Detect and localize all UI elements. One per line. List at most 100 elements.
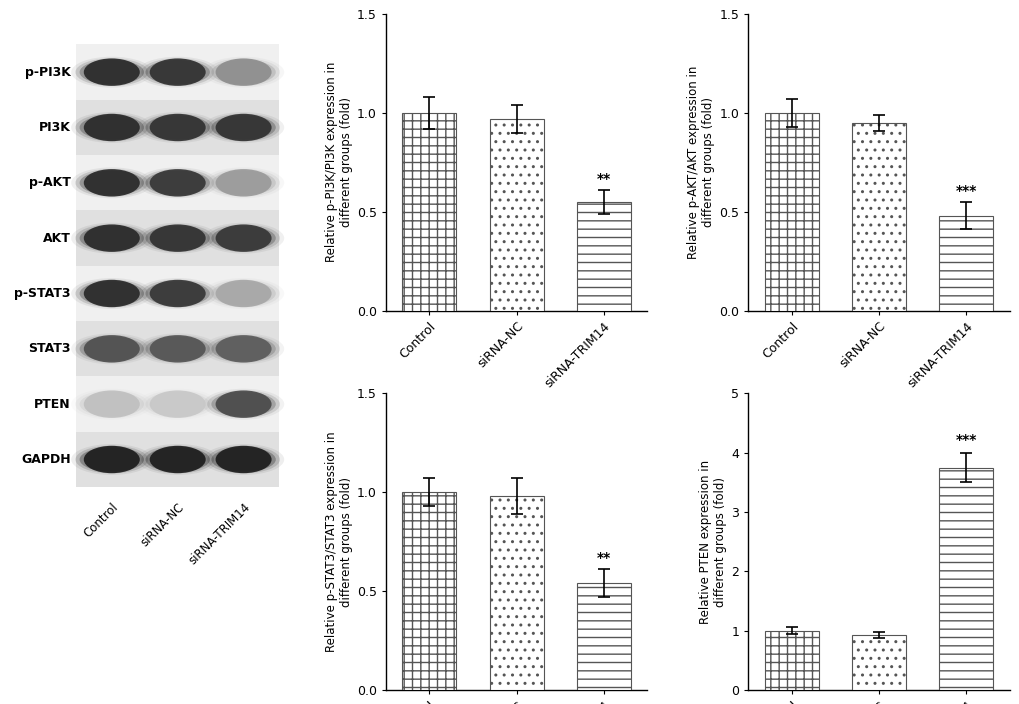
Ellipse shape: [211, 392, 275, 417]
Ellipse shape: [150, 169, 206, 196]
Ellipse shape: [142, 446, 214, 473]
Ellipse shape: [146, 170, 210, 195]
Text: STAT3: STAT3: [29, 342, 70, 356]
Text: **: **: [596, 551, 610, 565]
Text: siRNA-TRIM14: siRNA-TRIM14: [185, 501, 253, 567]
Text: PTEN: PTEN: [34, 398, 70, 410]
Ellipse shape: [203, 222, 284, 253]
Ellipse shape: [142, 169, 214, 196]
FancyBboxPatch shape: [76, 321, 279, 377]
Ellipse shape: [84, 335, 140, 363]
Text: AKT: AKT: [43, 232, 70, 245]
Ellipse shape: [142, 225, 214, 252]
Ellipse shape: [203, 112, 284, 143]
Ellipse shape: [146, 60, 210, 84]
Ellipse shape: [84, 114, 140, 142]
Ellipse shape: [150, 446, 206, 473]
Ellipse shape: [84, 58, 140, 86]
Ellipse shape: [79, 392, 144, 417]
FancyBboxPatch shape: [76, 155, 279, 210]
Ellipse shape: [79, 115, 144, 140]
Ellipse shape: [71, 444, 152, 475]
Ellipse shape: [142, 113, 214, 142]
Ellipse shape: [150, 114, 206, 142]
Ellipse shape: [137, 334, 218, 364]
Ellipse shape: [150, 225, 206, 252]
Ellipse shape: [207, 58, 280, 86]
Text: p-AKT: p-AKT: [29, 176, 70, 189]
Ellipse shape: [75, 225, 148, 252]
Ellipse shape: [71, 112, 152, 143]
Ellipse shape: [215, 225, 271, 252]
Text: ***: ***: [955, 433, 976, 447]
Ellipse shape: [207, 225, 280, 252]
Ellipse shape: [150, 279, 206, 307]
Y-axis label: Relative p-STAT3/STAT3 expression in
different groups (fold): Relative p-STAT3/STAT3 expression in dif…: [324, 432, 353, 652]
Ellipse shape: [215, 391, 271, 418]
Bar: [851, 122, 905, 310]
Ellipse shape: [142, 58, 214, 86]
Ellipse shape: [207, 446, 280, 473]
Ellipse shape: [137, 389, 218, 420]
Bar: [764, 631, 818, 690]
Ellipse shape: [71, 222, 152, 253]
Text: PI3K: PI3K: [39, 121, 70, 134]
Ellipse shape: [137, 168, 218, 199]
Ellipse shape: [146, 281, 210, 306]
Bar: [938, 467, 993, 690]
Ellipse shape: [84, 391, 140, 418]
Text: ***: ***: [955, 184, 976, 198]
Ellipse shape: [71, 389, 152, 420]
Ellipse shape: [207, 335, 280, 363]
Ellipse shape: [215, 335, 271, 363]
Ellipse shape: [137, 112, 218, 143]
Ellipse shape: [79, 170, 144, 195]
FancyBboxPatch shape: [76, 100, 279, 155]
Ellipse shape: [142, 390, 214, 418]
Ellipse shape: [215, 169, 271, 196]
Text: p-STAT3: p-STAT3: [14, 287, 70, 300]
Ellipse shape: [137, 444, 218, 475]
Ellipse shape: [75, 446, 148, 473]
Ellipse shape: [215, 114, 271, 142]
Ellipse shape: [71, 278, 152, 309]
Ellipse shape: [146, 337, 210, 361]
Ellipse shape: [211, 337, 275, 361]
Bar: [489, 496, 543, 690]
Ellipse shape: [142, 279, 214, 308]
Bar: [401, 492, 455, 690]
Bar: [576, 202, 630, 310]
Text: GAPDH: GAPDH: [21, 453, 70, 466]
Ellipse shape: [79, 337, 144, 361]
Ellipse shape: [211, 60, 275, 84]
Bar: [851, 636, 905, 690]
Bar: [938, 215, 993, 310]
Y-axis label: Relative p-AKT/AKT expression in
different groups (fold): Relative p-AKT/AKT expression in differe…: [687, 65, 714, 259]
FancyBboxPatch shape: [76, 210, 279, 266]
Text: **: **: [596, 172, 610, 186]
Ellipse shape: [203, 57, 284, 87]
Text: Control: Control: [82, 501, 121, 540]
Ellipse shape: [75, 113, 148, 142]
FancyBboxPatch shape: [76, 377, 279, 432]
Ellipse shape: [146, 115, 210, 140]
Ellipse shape: [211, 226, 275, 251]
Ellipse shape: [142, 335, 214, 363]
FancyBboxPatch shape: [76, 432, 279, 487]
FancyBboxPatch shape: [76, 44, 279, 100]
Ellipse shape: [79, 281, 144, 306]
Ellipse shape: [150, 335, 206, 363]
Ellipse shape: [75, 335, 148, 363]
Ellipse shape: [75, 169, 148, 196]
Bar: [576, 583, 630, 690]
Ellipse shape: [203, 389, 284, 420]
Ellipse shape: [203, 444, 284, 475]
Ellipse shape: [207, 279, 280, 308]
Ellipse shape: [79, 60, 144, 84]
Ellipse shape: [137, 222, 218, 253]
Ellipse shape: [137, 278, 218, 309]
Ellipse shape: [84, 225, 140, 252]
Ellipse shape: [75, 58, 148, 86]
Ellipse shape: [71, 57, 152, 87]
Ellipse shape: [146, 392, 210, 417]
